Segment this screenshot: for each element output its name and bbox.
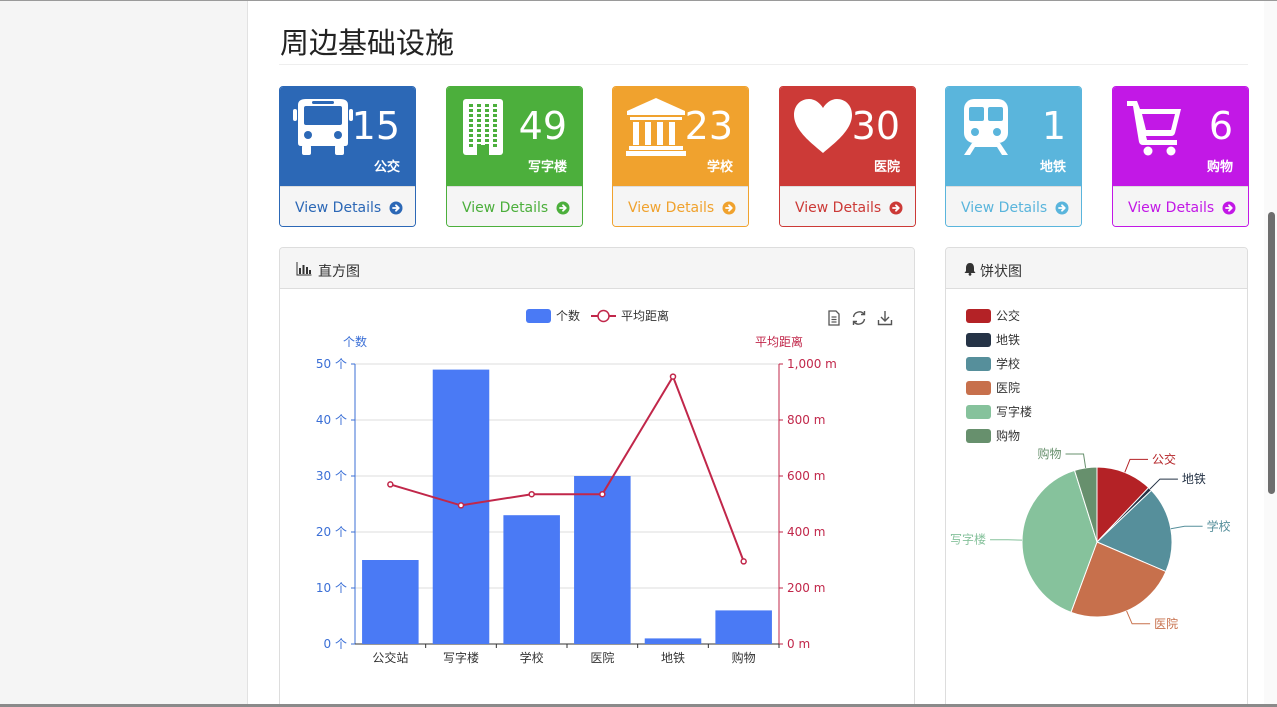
view-details-link[interactable]: View Details: [780, 186, 915, 226]
view-details-link[interactable]: View Details: [447, 186, 582, 226]
download-icon[interactable]: [876, 309, 894, 327]
tile-4: 1 地铁 View Details: [945, 86, 1082, 227]
tile-header: 49 写字楼: [447, 87, 582, 186]
restore-icon[interactable]: [850, 309, 868, 327]
sidebar: [0, 1, 248, 707]
tile-label: 购物: [1206, 160, 1233, 175]
view-details-link[interactable]: View Details: [1113, 186, 1248, 226]
arrow-circle-right-icon[interactable]: [556, 200, 570, 215]
tile-2: 23 学校 View Details: [612, 86, 749, 227]
pie-chart-panel-title: 饼状图: [980, 264, 1022, 280]
bar-chart-panel-title: 直方图: [318, 264, 360, 280]
tile-count: 30: [851, 104, 900, 148]
tile-header: 6 购物: [1113, 87, 1248, 186]
bus-icon: [292, 97, 354, 157]
bell-icon: [963, 261, 979, 276]
tile-3: 30 医院 View Details: [779, 86, 916, 227]
arrow-circle-right-icon[interactable]: [1055, 200, 1069, 215]
tile-header: 1 地铁: [946, 87, 1081, 186]
bar-chart-icon: [296, 261, 312, 276]
chart-toolbox: [825, 308, 905, 328]
shopping-cart-icon: [1125, 97, 1187, 157]
pie-chart-panel: 饼状图: [945, 247, 1248, 707]
tile-header: 15 公交: [280, 87, 415, 186]
view-details-label[interactable]: View Details: [795, 200, 882, 216]
title-divider: [279, 64, 1248, 65]
bar-chart-panel: 直方图: [279, 247, 915, 707]
arrow-circle-right-icon[interactable]: [722, 200, 736, 215]
view-details-link[interactable]: View Details: [613, 186, 748, 226]
office-building-icon: [459, 97, 521, 157]
heart-icon: [792, 97, 854, 157]
view-details-label[interactable]: View Details: [1128, 200, 1215, 216]
tile-count: 1: [1041, 104, 1066, 148]
arrow-circle-right-icon[interactable]: [389, 200, 403, 215]
tile-count: 49: [518, 104, 567, 148]
tile-label: 公交: [373, 160, 400, 175]
window-top-border: [0, 0, 1277, 1]
bar-chart-panel-header: 直方图: [280, 248, 914, 289]
subway-icon: [958, 97, 1020, 157]
arrow-circle-right-icon[interactable]: [889, 200, 903, 215]
view-details-label[interactable]: View Details: [628, 200, 715, 216]
tile-header: 30 医院: [780, 87, 915, 186]
scrollbar-thumb[interactable]: [1268, 212, 1275, 494]
tile-5: 6 购物 View Details: [1112, 86, 1249, 227]
page-title: 周边基础设施: [280, 26, 455, 60]
view-details-link[interactable]: View Details: [280, 186, 415, 226]
tile-header: 23 学校: [613, 87, 748, 186]
view-details-label[interactable]: View Details: [462, 200, 549, 216]
tile-count: 6: [1208, 104, 1233, 148]
tile-count: 23: [684, 104, 733, 148]
window-bottom-border: [0, 704, 1277, 707]
tile-label: 学校: [706, 160, 733, 175]
pie-chart-panel-header: 饼状图: [946, 248, 1247, 289]
tile-0: 15 公交 View Details: [279, 86, 416, 227]
tile-label: 医院: [873, 160, 900, 175]
arrow-circle-right-icon[interactable]: [1222, 200, 1236, 215]
school-icon: [625, 97, 687, 157]
tile-count: 15: [351, 104, 400, 148]
tile-label: 地铁: [1039, 160, 1066, 175]
view-details-label[interactable]: View Details: [295, 200, 382, 216]
view-details-link[interactable]: View Details: [946, 186, 1081, 226]
tile-label: 写字楼: [527, 160, 567, 175]
tile-1: 49 写字楼 View Details: [446, 86, 583, 227]
view-details-label[interactable]: View Details: [961, 200, 1048, 216]
data-view-icon[interactable]: [825, 309, 843, 327]
